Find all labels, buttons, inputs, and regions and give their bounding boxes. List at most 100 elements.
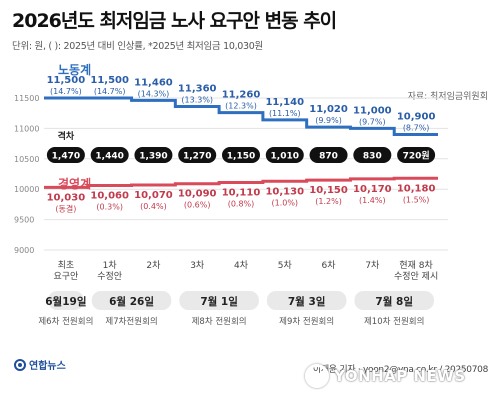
management-rate-label: (0.3%) — [96, 203, 123, 212]
x-tick-label: 현재 8차 — [399, 259, 433, 271]
y-tick-label: 10500 — [14, 155, 39, 164]
meeting-date-bar — [91, 291, 172, 310]
meeting-date: 7월 3일 — [288, 295, 326, 308]
x-tick-label: 최초 — [58, 260, 75, 271]
labor-rate-label: (14.7%) — [50, 87, 82, 96]
gap-value: 1,390 — [139, 152, 167, 162]
management-rate-label: (1.4%) — [359, 196, 386, 205]
yonhap-logo-icon — [14, 358, 26, 371]
labor-value-label: 11,260 — [222, 90, 261, 101]
gap-pill — [90, 147, 129, 163]
y-tick-label: 11500 — [14, 94, 39, 103]
management-value-label: 10,030 — [47, 192, 86, 203]
series-name-labor: 노동계 — [58, 62, 91, 77]
watermark-icon — [305, 364, 329, 388]
gap-pill — [397, 147, 436, 163]
management-value-label: 10,070 — [134, 190, 173, 201]
labor-rate-label: (14.7%) — [94, 87, 126, 96]
labor-rate-label: (9.9%) — [315, 116, 342, 125]
labor-rate-label: (11.1%) — [269, 109, 301, 118]
series-name-management: 경영계 — [58, 176, 91, 191]
management-value-label: 10,180 — [397, 183, 436, 194]
x-tick-label: 요구안 — [53, 271, 78, 282]
labor-value-label: 10,900 — [397, 111, 436, 122]
labor-value-label: 11,500 — [90, 75, 129, 86]
yonhap-logo-text: 연합뉴스 — [29, 361, 66, 372]
gap-value: 1,150 — [227, 152, 255, 162]
management-value-label: 10,090 — [178, 189, 217, 200]
labor-rate-label: (13.3%) — [181, 96, 213, 105]
labor-rate-label: (9.7%) — [359, 117, 386, 126]
meeting-date-bar — [266, 291, 347, 310]
gap-heading: 격차 — [58, 130, 75, 142]
management-value-label: 10,060 — [90, 191, 129, 202]
gap-value: 870 — [319, 152, 338, 162]
y-tick-label: 9500 — [14, 216, 34, 225]
gap-pill — [309, 147, 348, 163]
gap-pill — [353, 147, 392, 163]
management-value-label: 10,110 — [222, 188, 261, 199]
yonhap-logo: 연합뉴스 — [14, 357, 66, 372]
x-tick-label: 1차 — [103, 259, 118, 271]
meeting-date: 6월 26일 — [109, 295, 154, 308]
x-tick-label: 5차 — [278, 259, 293, 271]
labor-value-label: 11,500 — [47, 75, 86, 86]
labor-rate-label: (8.7%) — [403, 123, 430, 132]
gap-value: 1,470 — [52, 152, 80, 162]
meeting-date: 7월 8일 — [375, 295, 413, 308]
labor-value-label: 11,460 — [134, 77, 173, 88]
management-value-label: 10,150 — [309, 185, 348, 196]
meeting-date-bar — [179, 291, 259, 310]
gap-pill — [46, 147, 85, 163]
series-line-labor — [44, 96, 438, 136]
series-line-management — [44, 176, 438, 189]
x-tick-label: 3차 — [190, 259, 205, 271]
labor-value-label: 11,140 — [265, 97, 304, 108]
gap-pill — [178, 147, 217, 163]
management-rate-label: (0.4%) — [140, 202, 167, 211]
meeting-session: 제6차 전원회의 — [38, 316, 93, 327]
yonhap-watermark: YONHAP NEWS — [305, 364, 466, 388]
x-tick-label: 7차 — [365, 259, 380, 271]
gap-value: 720원 — [403, 150, 430, 162]
meeting-session: 제9차 전원회의 — [279, 316, 334, 327]
gap-value: 1,010 — [271, 152, 299, 162]
reporter-credit: 이재윤 기자 · yoon2@yna.co.kr / 20250708 — [312, 365, 488, 375]
source-note: 자료: 최저임금위원회 — [407, 92, 488, 102]
management-rate-label: (1.0%) — [271, 198, 298, 207]
meeting-session: 제10차 전원회의 — [364, 316, 424, 327]
gap-value: 1,270 — [183, 152, 211, 162]
meeting-session: 제8차 전원회의 — [192, 316, 247, 327]
management-rate-label: (동결) — [55, 203, 76, 213]
y-tick-label: 11000 — [14, 124, 39, 133]
x-tick-label: 수정안 — [97, 271, 122, 282]
page-title: 2026년도 최저임금 노사 요구안 변동 추이 — [12, 10, 337, 32]
x-tick-label: 수정안 제시 — [394, 271, 438, 282]
meeting-date: 7월 1일 — [200, 295, 238, 308]
gap-value: 1,440 — [95, 152, 123, 162]
management-rate-label: (0.8%) — [228, 200, 255, 209]
meeting-date: 6월19일 — [45, 295, 86, 308]
meeting-session: 제7차전원회의 — [105, 316, 157, 327]
gap-value: 830 — [363, 152, 382, 162]
y-tick-label: 9000 — [14, 246, 34, 255]
y-tick-label: 10000 — [14, 185, 39, 194]
management-rate-label: (0.6%) — [184, 201, 211, 210]
labor-value-label: 11,020 — [309, 104, 348, 115]
management-rate-label: (1.2%) — [315, 197, 342, 206]
labor-value-label: 11,000 — [353, 105, 392, 116]
x-tick-label: 2차 — [146, 259, 161, 271]
management-value-label: 10,170 — [353, 184, 392, 195]
x-tick-label: 4차 — [234, 259, 249, 271]
gap-pill — [222, 147, 260, 163]
management-rate-label: (1.5%) — [403, 195, 430, 204]
labor-rate-label: (14.3%) — [138, 89, 170, 98]
meeting-date-bar — [48, 291, 84, 310]
management-value-label: 10,130 — [265, 186, 304, 197]
gap-pill — [134, 147, 173, 163]
labor-value-label: 11,360 — [178, 84, 217, 95]
labor-rate-label: (12.3%) — [225, 102, 257, 111]
chart-subtitle: 단위: 원, ( ): 2025년 대비 인상률, *2025년 최저임금 10… — [12, 41, 263, 52]
meeting-date-bar — [354, 291, 434, 310]
